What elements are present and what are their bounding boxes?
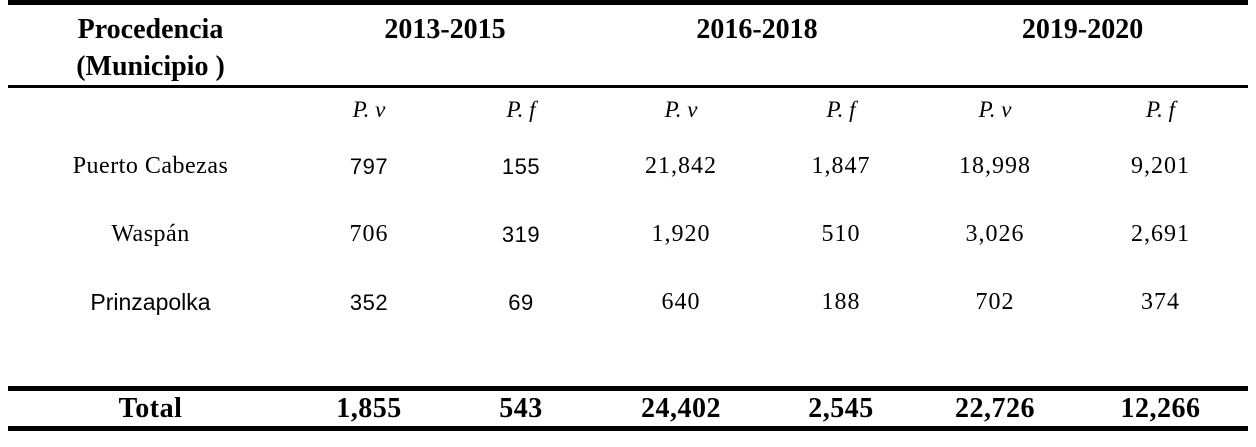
spacer-row — [8, 337, 1248, 389]
origin-column-header: Procedencia (Municipio ) — [8, 3, 293, 87]
spacer-cell — [8, 337, 1248, 389]
data-cell: 706 — [349, 221, 389, 247]
total-cell: 1,855 — [336, 392, 402, 424]
data-cell: 3,026 — [965, 221, 1025, 247]
total-label: Total — [118, 392, 183, 424]
data-cell: 188 — [821, 289, 861, 315]
data-cell: 352 — [349, 289, 389, 315]
row-label: Waspán — [111, 221, 190, 247]
origin-header-line2: (Municipio ) — [76, 51, 225, 82]
subheader-pf-3: P. f — [1146, 97, 1176, 123]
municipality-period-table: Procedencia (Municipio ) 2013-2015 2016-… — [8, 0, 1249, 431]
data-cell: 1,847 — [811, 153, 871, 179]
table-subheader-row: P. v P. f P. v P. f P. v P. f — [8, 87, 1248, 133]
data-cell: 319 — [501, 221, 541, 247]
data-cell: 2,691 — [1131, 221, 1191, 247]
data-cell: 69 — [508, 289, 534, 315]
data-cell: 374 — [1141, 289, 1181, 315]
table-row-puerto-cabezas: Puerto Cabezas 797 155 21,842 1,847 18,9… — [8, 133, 1248, 201]
data-cell: 9,201 — [1131, 153, 1191, 179]
row-label: Prinzapolka — [90, 289, 211, 315]
subheader-pv-1: P. v — [352, 97, 386, 123]
total-cell: 24,402 — [641, 392, 722, 424]
total-cell: 22,726 — [955, 392, 1036, 424]
data-cell: 155 — [501, 153, 541, 179]
origin-header-line1: Procedencia — [77, 14, 224, 45]
table-row-total: Total 1,855 543 24,402 2,545 22,726 12,2… — [8, 388, 1249, 429]
data-cell: 702 — [975, 289, 1015, 315]
period-header-2016-2018: 2016-2018 — [696, 14, 818, 45]
data-cell: 21,842 — [645, 153, 718, 179]
data-cell: 1,920 — [651, 221, 711, 247]
table-row-waspan: Waspán 706 319 1,920 510 3,026 2,691 — [8, 201, 1248, 269]
data-cell: 640 — [661, 289, 701, 315]
total-cell: 12,266 — [1120, 392, 1201, 424]
subheader-pv-2: P. v — [664, 97, 698, 123]
subheader-pf-2: P. f — [826, 97, 856, 123]
total-cell: 2,545 — [808, 392, 874, 424]
period-header-2013-2015: 2013-2015 — [384, 14, 506, 45]
total-cell: 543 — [499, 392, 543, 424]
subheader-pv-3: P. v — [978, 97, 1012, 123]
subheader-pf-1: P. f — [506, 97, 536, 123]
period-header-2019-2020: 2019-2020 — [1021, 14, 1144, 45]
row-label: Puerto Cabezas — [72, 153, 229, 179]
data-cell: 18,998 — [959, 153, 1032, 179]
table-row-prinzapolka: Prinzapolka 352 69 640 188 702 374 — [8, 269, 1248, 337]
data-cell: 510 — [821, 221, 861, 247]
data-cell: 797 — [349, 153, 389, 179]
subheader-empty — [8, 87, 293, 133]
table-header-row: Procedencia (Municipio ) 2013-2015 2016-… — [8, 3, 1249, 87]
